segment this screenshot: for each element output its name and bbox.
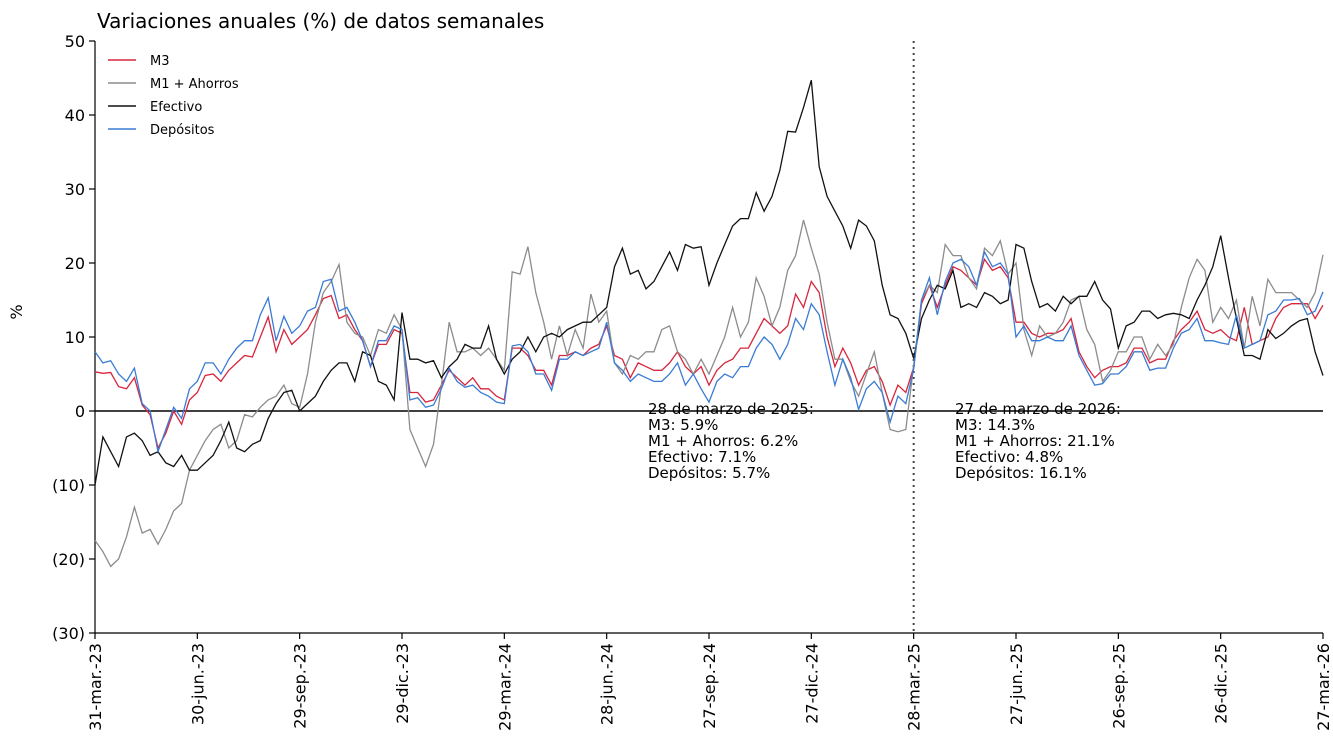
- y-tick-label: 50: [65, 32, 85, 51]
- x-tick-label: 30-jun.-23: [188, 643, 207, 725]
- annotation: 27 de marzo de 2026:: [955, 400, 1121, 418]
- series-line: [94, 219, 1324, 568]
- annotation: Depósitos: 5.7%: [648, 464, 770, 482]
- y-tick-label: (30): [52, 624, 85, 643]
- y-tick-label: 30: [65, 180, 85, 199]
- x-tick-label: 27-sep.-24: [700, 643, 719, 729]
- chart-title: Variaciones anuales (%) de datos semanal…: [97, 9, 544, 33]
- legend-label: Efectivo: [150, 100, 202, 115]
- x-tick-label: 29-dic.-23: [393, 643, 412, 724]
- legend-label: M1 + Ahorros: [150, 77, 239, 92]
- x-tick-label: 28-mar.-25: [905, 643, 924, 731]
- annotation: Efectivo: 4.8%: [955, 448, 1063, 466]
- annotation: M1 + Ahorros: 6.2%: [648, 432, 798, 450]
- annotation: M1 + Ahorros: 21.1%: [955, 432, 1115, 450]
- series-line: [94, 257, 1324, 450]
- x-tick-label: 28-jun.-24: [598, 643, 617, 725]
- y-tick-label: (20): [52, 550, 85, 569]
- y-tick-label: 10: [65, 328, 85, 347]
- y-tick-label: 40: [65, 106, 85, 125]
- x-tick-label: 26-dic.-25: [1212, 643, 1231, 724]
- x-tick-label: 29-sep.-23: [291, 643, 310, 729]
- x-tick-label: 27-mar.-26: [1314, 643, 1333, 731]
- y-tick-label: 0: [75, 402, 85, 421]
- series-line: [94, 80, 1324, 486]
- y-axis-label: %: [7, 304, 26, 319]
- x-tick-label: 27-dic.-24: [802, 643, 821, 724]
- annotation: M3: 14.3%: [955, 416, 1035, 434]
- annotation: M3: 5.9%: [648, 416, 718, 434]
- annotation: Efectivo: 7.1%: [648, 448, 756, 466]
- x-tick-label: 26-sep.-25: [1109, 643, 1128, 729]
- y-tick-label: 20: [65, 254, 85, 273]
- y-tick-label: (10): [52, 476, 85, 495]
- legend-label: Depósitos: [150, 123, 215, 138]
- annotation: Depósitos: 16.1%: [955, 464, 1087, 482]
- series-line: [94, 250, 1324, 455]
- x-tick-label: 31-mar.-23: [86, 643, 105, 731]
- annotation: 28 de marzo de 2025:: [648, 400, 814, 418]
- x-tick-label: 27-jun.-25: [1007, 643, 1026, 725]
- x-tick-label: 29-mar.-24: [495, 643, 514, 731]
- legend-label: M3: [150, 54, 170, 69]
